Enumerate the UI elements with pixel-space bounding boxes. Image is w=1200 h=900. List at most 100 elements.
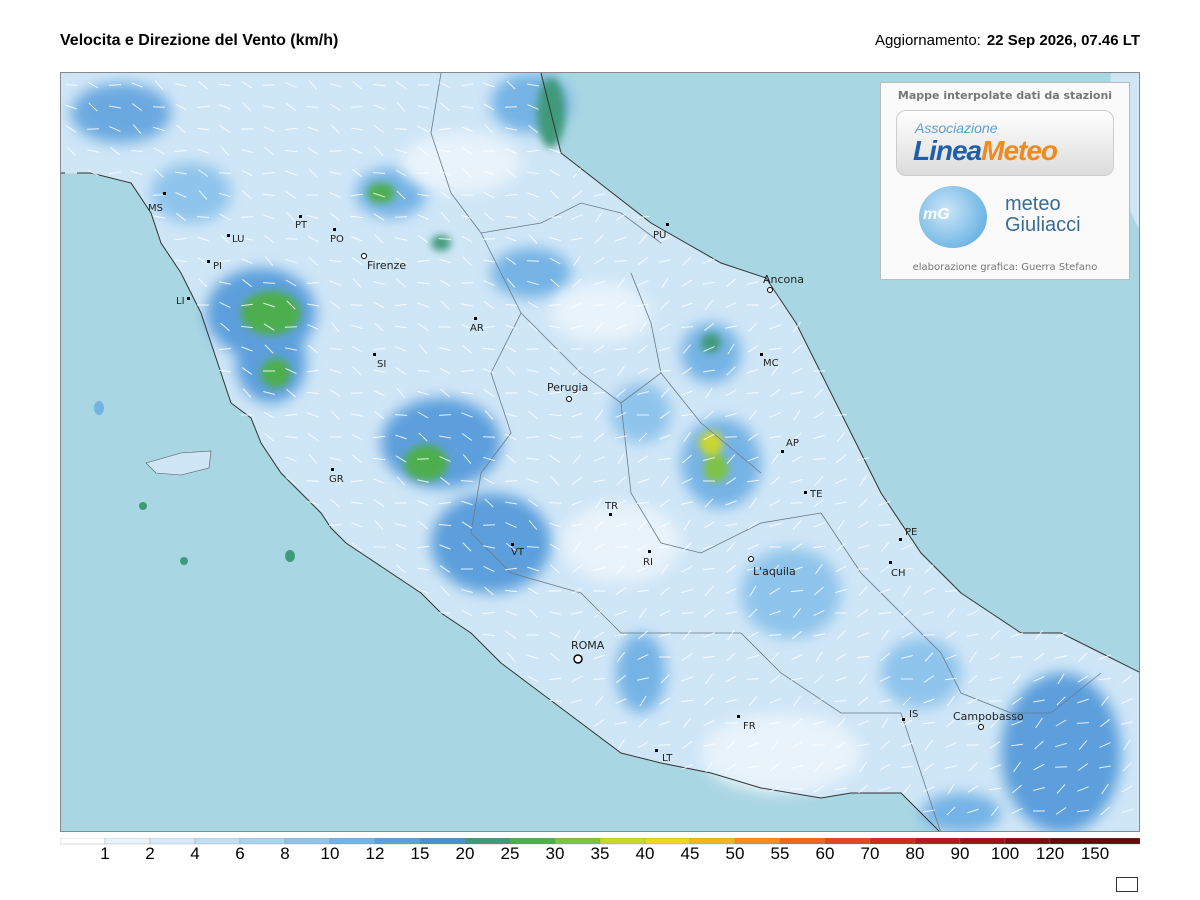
- city-pt[interactable]: PT: [295, 215, 308, 231]
- wind-arrow: [967, 633, 979, 637]
- wind-arrow: [307, 215, 319, 219]
- wind-arrow: [395, 325, 407, 329]
- city-mc[interactable]: MC: [760, 353, 779, 369]
- wind-arrow: [416, 172, 430, 174]
- wind-arrow: [329, 280, 341, 286]
- city-is[interactable]: IS: [902, 709, 918, 721]
- wind-arrow: [704, 586, 714, 596]
- wind-arrow: [748, 410, 758, 420]
- wind-arrow: [704, 299, 714, 311]
- wind-arrow: [241, 81, 253, 89]
- city-gr[interactable]: GR: [329, 468, 344, 485]
- wind-arrow: [836, 431, 846, 443]
- city-ap[interactable]: AP: [781, 438, 799, 453]
- wind-arrow: [636, 502, 650, 504]
- wind-arrow: [483, 325, 495, 329]
- city-laquila[interactable]: L'aquila: [748, 556, 796, 579]
- city-ri[interactable]: RI: [643, 550, 653, 568]
- wind-arrow: [595, 211, 603, 223]
- wind-arrow: [681, 302, 693, 308]
- wind-arrow: [417, 214, 429, 220]
- wind-arrow: [593, 567, 605, 571]
- wind-arrow: [924, 564, 934, 574]
- city-pu[interactable]: PU: [653, 223, 669, 241]
- wind-arrow: [307, 303, 319, 307]
- wind-arrow: [857, 544, 869, 550]
- wind-arrow: [418, 344, 428, 354]
- wind-arrow: [836, 630, 846, 640]
- city-si[interactable]: SI: [373, 353, 386, 370]
- city-po[interactable]: PO: [330, 228, 344, 245]
- city-lu[interactable]: LU: [227, 234, 244, 245]
- wind-arrow: [639, 607, 647, 619]
- wind-arrow: [417, 390, 429, 396]
- wind-arrow: [307, 500, 319, 506]
- city-tr[interactable]: TR: [604, 501, 618, 516]
- legend-value: 15: [410, 844, 430, 863]
- wind-arrow: [373, 104, 385, 110]
- wind-arrow: [175, 212, 187, 222]
- wind-arrow: [1077, 698, 1089, 704]
- city-perugia[interactable]: Perugia: [547, 381, 588, 402]
- city-ancona[interactable]: Ancona: [763, 273, 804, 293]
- wind-arrow: [637, 741, 649, 749]
- legend-value: 35: [590, 844, 610, 863]
- wind-arrow: [329, 389, 341, 397]
- wind-arrow: [682, 344, 692, 354]
- wind-arrow: [615, 610, 627, 616]
- city-vt[interactable]: VT: [511, 543, 525, 558]
- wind-arrow: [439, 347, 451, 351]
- wind-arrow: [527, 566, 539, 572]
- wind-arrow: [461, 323, 473, 331]
- wind-arrow: [284, 149, 298, 153]
- update-value: 22 Sep 2026, 07.46 LT: [986, 32, 1140, 49]
- wind-arrow: [438, 127, 452, 131]
- wind-arrow: [549, 237, 561, 241]
- city-firenze[interactable]: Firenze: [361, 253, 407, 273]
- wind-arrow: [572, 454, 582, 464]
- wind-arrow: [616, 651, 626, 663]
- wind-arrow: [834, 700, 848, 702]
- wind-arrow: [396, 388, 406, 398]
- wind-arrow: [264, 432, 274, 442]
- city-ch[interactable]: CH: [889, 561, 906, 579]
- wind-arrow: [594, 322, 604, 332]
- city-pi[interactable]: PI: [207, 260, 222, 272]
- wind-map[interactable]: Firenze Ancona Perugia L'aquila ROMA Cam…: [60, 72, 1140, 832]
- city-ar[interactable]: AR: [470, 317, 484, 334]
- wind-arrow: [1099, 742, 1111, 748]
- wind-arrow: [65, 125, 77, 133]
- city-label: CH: [891, 568, 906, 579]
- wind-arrow: [945, 654, 957, 660]
- city-te[interactable]: TE: [804, 489, 822, 500]
- wind-arrow: [242, 102, 252, 112]
- wind-arrow: [727, 629, 735, 641]
- wind-arrow: [617, 453, 625, 465]
- wind-arrow: [726, 278, 736, 288]
- wind-arrow: [505, 542, 517, 552]
- giuliacci-logo[interactable]: mG meteo Giuliacci: [881, 186, 1129, 252]
- city-roma[interactable]: ROMA: [571, 639, 605, 664]
- wind-arrow: [351, 413, 363, 417]
- wind-arrow: [549, 391, 561, 395]
- toggle-box[interactable]: [1116, 877, 1138, 892]
- wind-arrow: [637, 455, 649, 463]
- wind-arrow: [594, 696, 604, 706]
- city-campobasso[interactable]: Campobasso: [953, 710, 1024, 730]
- wind-arrow: [615, 522, 627, 528]
- city-ms[interactable]: MS: [148, 192, 166, 214]
- wind-arrow: [461, 589, 473, 593]
- city-fr[interactable]: FR: [737, 715, 756, 732]
- city-li[interactable]: LI: [176, 296, 190, 307]
- wind-arrow: [1055, 742, 1067, 748]
- island-giglio: [285, 550, 295, 562]
- city-lt[interactable]: LT: [655, 749, 673, 764]
- wind-arrow: [637, 589, 649, 593]
- city-pe[interactable]: PE: [899, 527, 917, 541]
- wind-arrow: [219, 281, 231, 285]
- wind-arrow: [174, 259, 188, 263]
- lineameteo-logo[interactable]: Associazione LineaMeteo: [896, 110, 1114, 176]
- wind-arrow: [901, 631, 913, 639]
- wind-arrow: [659, 434, 671, 440]
- wind-arrow: [328, 237, 342, 241]
